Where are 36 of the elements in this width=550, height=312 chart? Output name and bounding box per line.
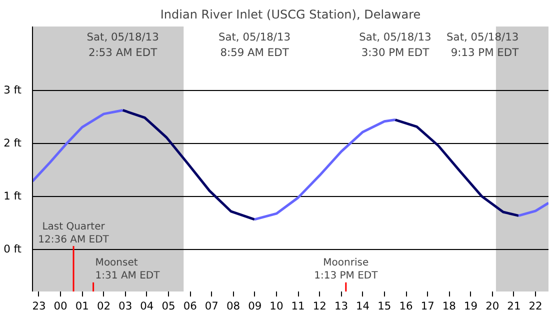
annotation: Sat, 05/18/13 8:59 AM EDT [218, 30, 291, 60]
x-tick-label: 15 [378, 300, 392, 312]
annotation: Sat, 05/18/13 2:53 AM EDT [86, 30, 159, 60]
x-tick-label: 19 [464, 300, 478, 312]
x-tick-label: 06 [183, 300, 198, 312]
x-tick-label: 12 [312, 300, 326, 312]
x-tick-label: 10 [270, 300, 284, 312]
y-tick-label: 1 ft [4, 190, 22, 203]
ref-line-label: Last Quarter 12:36 AM EDT [38, 221, 110, 246]
x-tick-label: 17 [420, 300, 434, 312]
y-tick-label: 0 ft [4, 242, 22, 256]
chart-title: Indian River Inlet (USCG Station), Delaware [160, 8, 421, 22]
x-tick-label: 05 [162, 300, 176, 312]
x-tick-label: 18 [442, 300, 456, 312]
x-tick-label: 07 [204, 300, 218, 312]
x-tick-label: 04 [140, 300, 154, 312]
x-tick-label: 13 [334, 300, 348, 312]
x-tick-label: 16 [399, 300, 414, 312]
y-tick-label: 3 ft [4, 84, 22, 97]
x-tick-label: 22 [528, 300, 542, 312]
x-tick-label: 09 [248, 300, 262, 312]
x-tick-label: 03 [118, 300, 132, 312]
annotation: Sat, 05/18/13 9:13 PM EDT [446, 30, 520, 60]
ref-line-label: Moonset 1:31 AM EDT [95, 257, 161, 282]
x-tick-label: 21 [507, 300, 521, 312]
annotation: Sat, 05/18/13 3:30 PM EDT [359, 30, 432, 60]
y-tick-label: 2 ft [4, 136, 22, 150]
ref-line-label: Moonrise 1:13 PM EDT [314, 257, 379, 282]
x-tick-label: 02 [96, 300, 111, 312]
x-tick-label: 14 [356, 300, 370, 312]
x-tick-label: 23 [32, 300, 46, 312]
x-tick-label: 08 [226, 300, 240, 312]
x-tick-label: 11 [291, 300, 305, 312]
x-tick-label: 01 [75, 300, 89, 312]
x-tick-label: 20 [486, 300, 500, 312]
x-tick-label: 00 [54, 300, 68, 312]
